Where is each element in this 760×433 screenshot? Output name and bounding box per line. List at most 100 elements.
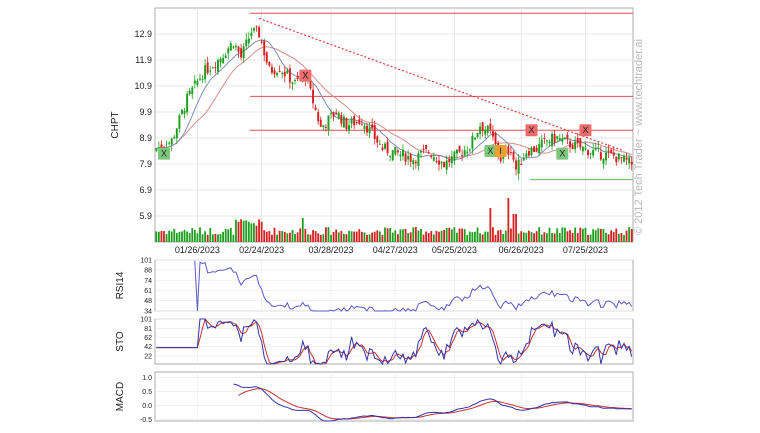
volume-bar: [222, 231, 225, 242]
volume-bar: [317, 233, 320, 242]
candle-body: [522, 157, 525, 161]
candle-body: [599, 152, 602, 160]
candle-body: [561, 138, 564, 142]
volume-bar: [486, 231, 489, 242]
indicator-plot-area: [154, 371, 634, 422]
y-tick-label: 61: [144, 288, 152, 295]
candle-body: [455, 149, 458, 154]
y-tick-label: 62: [144, 335, 152, 342]
candle-body: [412, 160, 415, 165]
volume-bar: [335, 229, 338, 242]
x-tick-label: 01/26/2023: [175, 245, 220, 255]
volume-bar: [263, 230, 266, 242]
volume-bar: [427, 233, 430, 242]
volume-bar: [607, 234, 610, 242]
volume-bar: [330, 234, 332, 242]
volume-bar: [368, 234, 371, 242]
candle-body: [540, 139, 543, 148]
macd-line: [233, 383, 632, 422]
volume-bar: [602, 228, 605, 242]
candle-body: [435, 160, 438, 162]
candle-body: [461, 155, 464, 157]
candle-body: [468, 149, 471, 151]
candle-body: [571, 144, 574, 150]
candle-body: [175, 128, 178, 139]
volume-bar: [389, 228, 392, 242]
candle-body: [594, 147, 597, 150]
x-tick-label: 04/27/2023: [373, 245, 418, 255]
y-tick-label: 42: [144, 344, 152, 351]
candle-body: [597, 147, 600, 149]
candle-body: [566, 134, 569, 139]
candle-body: [587, 150, 590, 156]
candle-body: [201, 78, 204, 80]
candle-body: [168, 142, 171, 144]
volume-bar: [443, 229, 446, 242]
volume-bar: [322, 234, 325, 242]
candle-body: [625, 157, 628, 160]
volume-bar: [299, 228, 302, 242]
volume-bar: [576, 233, 579, 242]
volume-bar: [587, 234, 589, 242]
candle-body: [610, 149, 613, 153]
volume-bar: [584, 227, 587, 242]
candle-body: [260, 41, 263, 43]
candle-body: [376, 136, 379, 143]
candle-body: [589, 152, 592, 154]
candle-body: [206, 62, 209, 74]
volume-bar: [440, 230, 443, 242]
candle-body: [273, 70, 276, 75]
candle-body: [232, 46, 235, 48]
candle-body: [340, 115, 343, 124]
volume-bar: [307, 234, 309, 242]
volume-bar: [376, 230, 379, 242]
volume-bar: [402, 229, 404, 242]
candle-body: [386, 141, 389, 154]
ma-slow-line: [156, 46, 632, 159]
candle-body: [515, 160, 518, 170]
candle-body: [551, 133, 554, 147]
candle-body: [286, 70, 289, 74]
volume-bar: [268, 231, 271, 242]
volume-bar: [456, 232, 458, 242]
candle-body: [592, 149, 595, 156]
volume-bar: [296, 232, 299, 242]
y-tick-label: 81: [144, 326, 152, 333]
volume-bar: [474, 231, 476, 242]
signal-label: X: [559, 149, 565, 159]
candle-body: [363, 125, 366, 129]
y-tick-label: 8.9: [139, 133, 152, 143]
signal-marker: [556, 147, 569, 160]
candle-body: [628, 157, 631, 164]
candle-body: [294, 80, 297, 82]
volume-bar: [394, 230, 397, 242]
candle-body: [422, 148, 425, 150]
y-tick-label: 48: [144, 298, 152, 305]
volume-bar: [242, 220, 245, 242]
volume-bar: [342, 233, 345, 242]
y-tick-label: 22: [144, 354, 152, 361]
volume-bar: [168, 230, 171, 242]
volume-bar: [528, 230, 530, 242]
volume-bar: [396, 234, 399, 242]
volume-bar: [309, 234, 312, 242]
y-axis-label: STO: [115, 331, 126, 352]
candle-body: [250, 32, 253, 37]
candle-body: [484, 129, 487, 135]
candle-body: [337, 112, 340, 119]
y-tick-label: 0.5: [142, 389, 152, 396]
y-axis-label: CHPT: [110, 111, 121, 138]
volume-bar: [471, 232, 474, 242]
candle-body: [224, 55, 227, 59]
volume-bar: [571, 232, 574, 242]
volume-bar: [556, 228, 559, 242]
signal-marker: [494, 145, 507, 157]
candle-body: [396, 150, 399, 153]
volume-bar: [255, 225, 258, 242]
candle-body: [463, 150, 466, 156]
signal-marker: [525, 124, 538, 137]
candle-body: [479, 126, 482, 134]
volume-bar: [417, 230, 420, 242]
volume-bar: [165, 234, 168, 242]
volume-bar: [497, 230, 499, 242]
